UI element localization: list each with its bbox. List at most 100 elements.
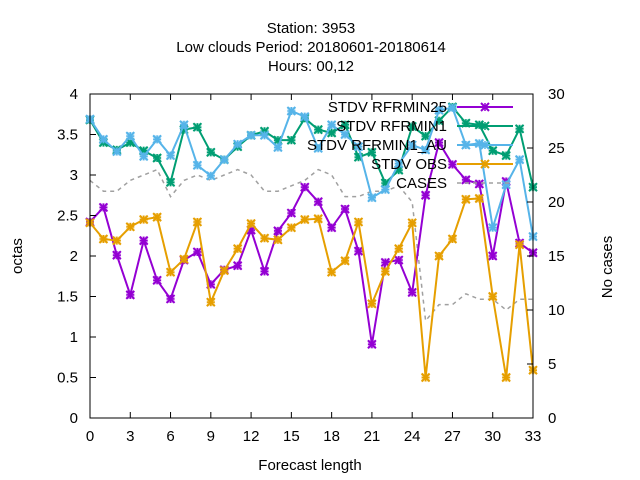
y-tick-label: 2 — [70, 248, 78, 265]
data-point — [434, 137, 444, 148]
legend-item: STDV OBS — [371, 156, 513, 173]
y2-tick-label: 25 — [548, 140, 565, 157]
axes: 0 3 6 9 12 15 18 21 24 27 30 33 0 0.5 1 1.5 2 2.5 3 3.5 4 0 5 1… — [57, 86, 565, 445]
data-point — [420, 372, 431, 383]
data-point — [313, 197, 323, 207]
data-point — [98, 234, 109, 244]
data-point — [407, 218, 417, 228]
y2-tick-label: 20 — [548, 194, 565, 211]
data-point — [286, 106, 297, 116]
data-point — [152, 153, 162, 163]
y-axis-label: octas — [9, 238, 26, 274]
data-point — [98, 134, 109, 145]
series-stdv-obs — [85, 193, 538, 383]
y-tick-label: 1 — [70, 329, 78, 346]
series-line — [89, 140, 534, 345]
data-point — [273, 235, 283, 245]
data-point — [313, 124, 323, 135]
data-point — [286, 208, 297, 218]
series-line — [89, 168, 533, 323]
data-point — [394, 255, 404, 265]
data-point — [152, 212, 162, 222]
data-point — [246, 218, 256, 229]
data-point — [367, 147, 377, 158]
data-point — [394, 244, 404, 254]
data-point — [488, 251, 498, 261]
title-line-3: Hours: 00,12 — [268, 58, 354, 75]
legend-item: STDV RFRMIN25 — [328, 99, 513, 116]
data-point — [206, 171, 216, 181]
title-line-1: Station: 3953 — [267, 20, 355, 37]
data-point — [326, 120, 337, 130]
data-point — [367, 192, 377, 203]
x-tick-label: 15 — [283, 428, 300, 445]
data-point — [501, 180, 511, 190]
data-point — [165, 177, 176, 187]
data-point — [474, 193, 485, 204]
y-tick-label: 3 — [70, 167, 78, 184]
data-point — [514, 239, 525, 250]
data-point — [232, 244, 243, 254]
data-point — [420, 145, 431, 155]
data-point — [152, 275, 162, 286]
legend-item: STDV RFRMIN1_AU — [307, 137, 513, 154]
data-point — [353, 217, 364, 227]
data-point — [434, 105, 444, 115]
y-tick-label: 2.5 — [57, 208, 78, 225]
y2-tick-label: 10 — [548, 302, 565, 319]
data-point — [192, 160, 203, 170]
data-point — [488, 291, 498, 302]
x-tick-label: 12 — [243, 428, 260, 445]
data-point — [219, 154, 229, 165]
x-tick-label: 27 — [444, 428, 461, 445]
data-point — [232, 261, 243, 271]
x-tick-label: 0 — [86, 428, 94, 445]
data-point — [340, 120, 350, 130]
data-point — [273, 226, 283, 236]
y-tick-label: 0.5 — [57, 370, 78, 387]
data-point — [514, 154, 525, 165]
data-point — [407, 140, 417, 150]
x-axis-label: Forecast length — [258, 457, 361, 474]
y2-tick-label: 30 — [548, 86, 565, 103]
series-cases — [89, 168, 533, 323]
legend-label: STDV RFRMIN1_AU — [307, 137, 447, 154]
data-point — [367, 339, 377, 349]
data-point — [313, 143, 323, 153]
chart-title: Station: 3953 Low clouds Period: 2018060… — [176, 20, 445, 75]
data-point — [300, 111, 310, 122]
data-point — [192, 247, 203, 257]
data-point — [112, 235, 122, 246]
data-point — [138, 214, 149, 225]
data-point — [447, 234, 458, 244]
data-point — [165, 267, 176, 277]
y2-axis-label: No cases — [599, 236, 616, 299]
data-point — [125, 222, 135, 232]
data-point — [125, 131, 135, 141]
data-point — [461, 194, 471, 205]
data-point — [138, 235, 149, 246]
y2-tick-label: 0 — [548, 410, 556, 427]
data-point — [420, 131, 431, 141]
data-point — [501, 372, 511, 383]
y-tick-label: 0 — [70, 410, 78, 427]
data-point — [353, 246, 364, 256]
data-point — [407, 121, 417, 132]
data-point — [219, 265, 229, 276]
legend-label: CASES — [396, 175, 447, 192]
data-point — [313, 214, 323, 224]
legend-item: CASES — [396, 175, 513, 192]
data-point — [286, 135, 297, 145]
data-point — [407, 287, 417, 298]
data-point — [125, 290, 135, 300]
x-tick-label: 21 — [364, 428, 381, 445]
y-tick-label: 3.5 — [57, 127, 78, 144]
series-stdv-rfrmin25 — [85, 137, 538, 349]
data-point — [273, 142, 283, 153]
title-line-2: Low clouds Period: 20180601-20180614 — [176, 39, 445, 56]
data-point — [165, 150, 176, 161]
data-point — [488, 145, 498, 156]
data-point — [353, 141, 364, 152]
data-point — [474, 120, 485, 130]
